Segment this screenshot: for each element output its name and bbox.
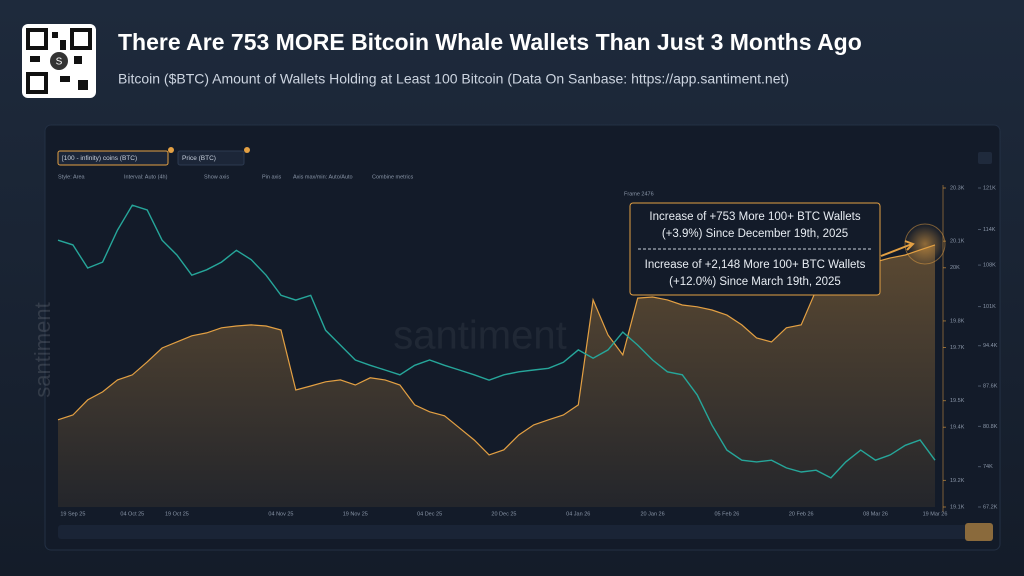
y-tick-label: 19.2K — [950, 478, 965, 484]
toolbar-item[interactable]: Show axis — [204, 174, 229, 180]
legend-tag[interactable] — [177, 150, 245, 166]
toolbar-item[interactable]: Combine metrics — [372, 174, 414, 180]
x-tick-label: 19 Mar 26 — [923, 511, 948, 517]
title: There Are 753 MORE Bitcoin Whale Wallets… — [118, 29, 862, 55]
x-tick-label: 04 Nov 25 — [268, 511, 293, 517]
legend-badge — [168, 147, 174, 153]
x-tick-label: 05 Feb 26 — [715, 511, 740, 517]
annotation-arrow — [880, 240, 915, 257]
y-tick-label: 19.7K — [950, 345, 965, 351]
legend-tag[interactable] — [57, 150, 169, 166]
legend-label: Price (BTC) — [182, 155, 216, 162]
toolbar-item[interactable]: Interval: Auto (4h) — [124, 174, 168, 180]
legend-label: [100 - infinity) coins (BTC) — [62, 155, 137, 162]
y-tick-label: 19.8K — [950, 318, 965, 324]
navigator-handle[interactable] — [965, 523, 993, 541]
side-watermark: santiment — [30, 302, 55, 397]
y-tick-label: 20K — [950, 265, 960, 271]
svg-text:S: S — [56, 57, 63, 68]
annotation-text: Increase of +2,148 More 100+ BTC Wallets — [645, 259, 866, 271]
y2-tick-label: 101K — [983, 304, 996, 310]
legend-badge — [244, 147, 250, 153]
x-tick-label: 20 Feb 26 — [789, 511, 814, 517]
y-tick-label: 20.1K — [950, 239, 965, 245]
y-tick-label: 19.1K — [950, 504, 965, 510]
watermark: santiment — [393, 314, 566, 358]
x-tick-label: 19 Oct 25 — [165, 511, 189, 517]
toolbar-item[interactable]: Style: Area — [58, 174, 86, 180]
annotation-text: (+3.9%) Since December 19th, 2025 — [662, 228, 848, 240]
x-tick-label: 04 Jan 26 — [566, 511, 590, 517]
x-tick-label: 04 Oct 25 — [120, 511, 144, 517]
y2-tick-label: 121K — [983, 185, 996, 191]
subtitle: Bitcoin ($BTC) Amount of Wallets Holding… — [118, 71, 789, 87]
y-tick-label: 19.5K — [950, 398, 965, 404]
toolbar-item[interactable]: Axis max/min: Auto/Auto — [293, 174, 353, 180]
x-tick-label: 04 Dec 25 — [417, 511, 442, 517]
frame-label: Frame 2476 — [624, 191, 654, 197]
area-fill — [58, 244, 935, 507]
x-tick-label: 20 Jan 26 — [640, 511, 664, 517]
x-tick-label: 20 Dec 25 — [491, 511, 516, 517]
area-line — [57, 244, 936, 456]
y2-tick-label: 114K — [983, 227, 996, 233]
x-tick-label: 19 Nov 25 — [343, 511, 368, 517]
highlight-glow — [904, 223, 946, 265]
x-tick-label: 19 Sep 25 — [60, 511, 85, 517]
y2-tick-label: 108K — [983, 263, 996, 269]
y2-tick-label: 67.2K — [983, 504, 998, 510]
y-tick-label: 19.4K — [950, 425, 965, 431]
price-line — [57, 204, 936, 479]
navigator — [58, 525, 993, 539]
x-tick-label: 08 Mar 26 — [863, 511, 888, 517]
settings-button[interactable] — [978, 152, 992, 164]
chart: santiment santiment [100 - infinity) coins… — [30, 147, 998, 517]
y2-tick-label: 80.8K — [983, 424, 998, 430]
annotation-text: Increase of +753 More 100+ BTC Wallets — [649, 211, 860, 223]
qr-code: S — [22, 24, 96, 98]
annotation-text: (+12.0%) Since March 19th, 2025 — [669, 276, 841, 288]
y2-tick-label: 74K — [983, 464, 993, 470]
toolbar-item[interactable]: Pin axis — [262, 174, 282, 180]
y-tick-label: 20.3K — [950, 185, 965, 191]
y2-tick-label: 87.6K — [983, 383, 998, 389]
y2-tick-label: 94.4K — [983, 343, 998, 349]
